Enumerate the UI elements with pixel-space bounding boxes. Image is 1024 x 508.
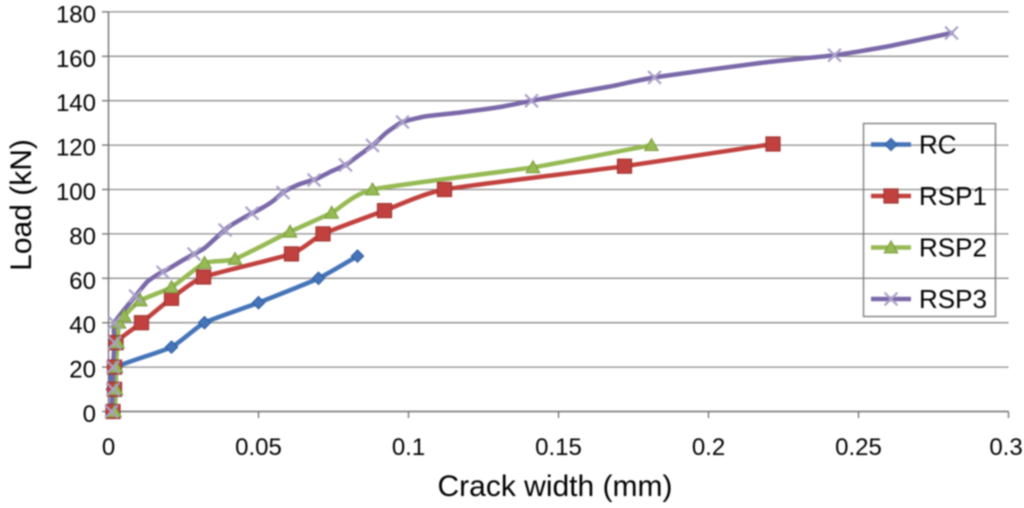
svg-text:0.1: 0.1 (392, 434, 425, 461)
svg-text:0.15: 0.15 (535, 434, 582, 461)
svg-text:120: 120 (56, 135, 96, 162)
svg-text:RC: RC (919, 130, 957, 160)
svg-text:0.25: 0.25 (835, 434, 882, 461)
svg-text:20: 20 (69, 357, 96, 384)
svg-text:RSP2: RSP2 (919, 233, 987, 263)
svg-text:140: 140 (56, 90, 96, 117)
svg-text:0.3: 0.3 (989, 434, 1022, 461)
svg-text:Load (kN): Load (kN) (5, 139, 38, 271)
svg-text:0.2: 0.2 (692, 434, 725, 461)
svg-text:60: 60 (69, 268, 96, 295)
svg-text:180: 180 (56, 1, 96, 28)
svg-text:RSP3: RSP3 (919, 284, 987, 314)
svg-text:100: 100 (56, 179, 96, 206)
svg-text:0.05: 0.05 (235, 434, 282, 461)
svg-text:RSP1: RSP1 (919, 181, 987, 211)
svg-text:0: 0 (83, 401, 96, 428)
svg-text:160: 160 (56, 46, 96, 73)
svg-text:80: 80 (69, 223, 96, 250)
svg-text:0: 0 (102, 434, 115, 461)
svg-text:40: 40 (69, 312, 96, 339)
svg-text:Crack width (mm): Crack width (mm) (437, 470, 672, 503)
